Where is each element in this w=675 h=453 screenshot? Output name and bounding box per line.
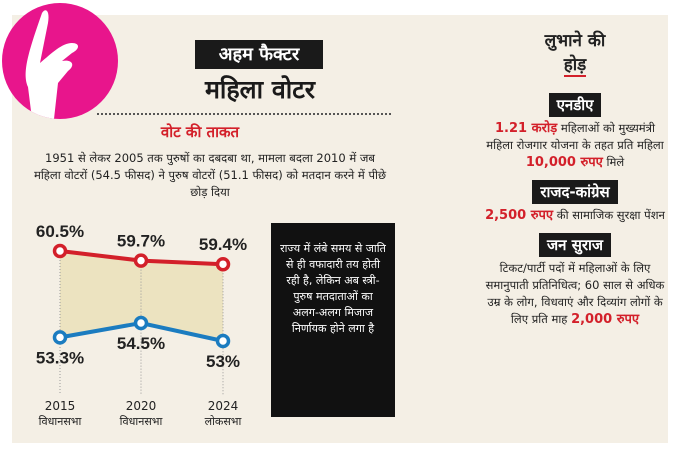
data-label: 54.5% (117, 334, 165, 353)
right-title-2: होड़ (563, 52, 587, 77)
x-tick-label: 2020 (126, 399, 157, 413)
data-label: 59.7% (117, 232, 165, 251)
x-tick-sublabel: विधानसभा (39, 415, 82, 428)
data-point (215, 333, 231, 349)
line-chart: 60.5% 59.7% 59.4% 53.3% 54.5% 53% 2015 विधानसभा… (36, 222, 247, 428)
data-point (52, 330, 68, 345)
jan-suraaj-text: टिकट/पार्टी पदों में महिलाओं के लिए समान… (480, 260, 670, 328)
section-text: 1951 से लेकर 2005 तक पुरुषों का दबदबा था… (33, 151, 387, 199)
text: महिलाओं को मुख्यमंत्री महिला रोजगार योजन… (486, 121, 664, 152)
x-tick-label: 2015 (45, 399, 76, 413)
page-title: महिला वोटर (204, 75, 316, 104)
section-title: वोट की ताकत (160, 123, 240, 141)
text: की सामाजिक सुरक्षा पेंशन (553, 208, 665, 222)
data-point (133, 253, 149, 268)
party-tag-nda: एनडीए (548, 93, 602, 117)
data-point (133, 315, 149, 331)
highlight: 1.21 करोड़ (495, 121, 558, 136)
data-point (215, 256, 231, 272)
party-tag-jan-suraaj: जन सुराज (539, 233, 611, 257)
data-label: 53% (206, 352, 240, 371)
data-label: 53.3% (36, 348, 84, 367)
party-tag-rjd-congress: राजद-कांग्रेस (532, 180, 618, 204)
highlight: 2,500 रुपए (485, 208, 554, 223)
data-label: 59.4% (199, 235, 247, 254)
data-point (52, 243, 68, 259)
gap-area (60, 251, 223, 341)
divider (97, 113, 391, 115)
x-tick-sublabel: विधानसभा (120, 415, 163, 428)
highlight: 10,000 रुपए (525, 155, 603, 170)
right-title: लुभाने की (544, 31, 606, 51)
text: मिले (602, 155, 625, 169)
x-tick-label: 2024 (208, 399, 239, 413)
x-tick-sublabel: लोकसभा (205, 415, 242, 428)
highlight: 2,000 रुपए (571, 312, 640, 327)
nda-text: 1.21 करोड़ महिलाओं को मुख्यमंत्री महिला … (480, 120, 670, 171)
note-box: राज्य में लंबे समय से जाति से ही वफादारी… (271, 223, 395, 417)
hand-logo-icon (2, 3, 118, 119)
data-label: 60.5% (36, 222, 84, 241)
header-tag: अहम फैक्टर (195, 40, 323, 69)
text: टिकट/पार्टी पदों में महिलाओं के लिए समान… (485, 261, 665, 326)
right-column: लुभाने की होड़ एनडीए 1.21 करोड़ महिलाओं … (480, 30, 670, 333)
rjd-text: 2,500 रुपए की सामाजिक सुरक्षा पेंशन (480, 207, 670, 224)
